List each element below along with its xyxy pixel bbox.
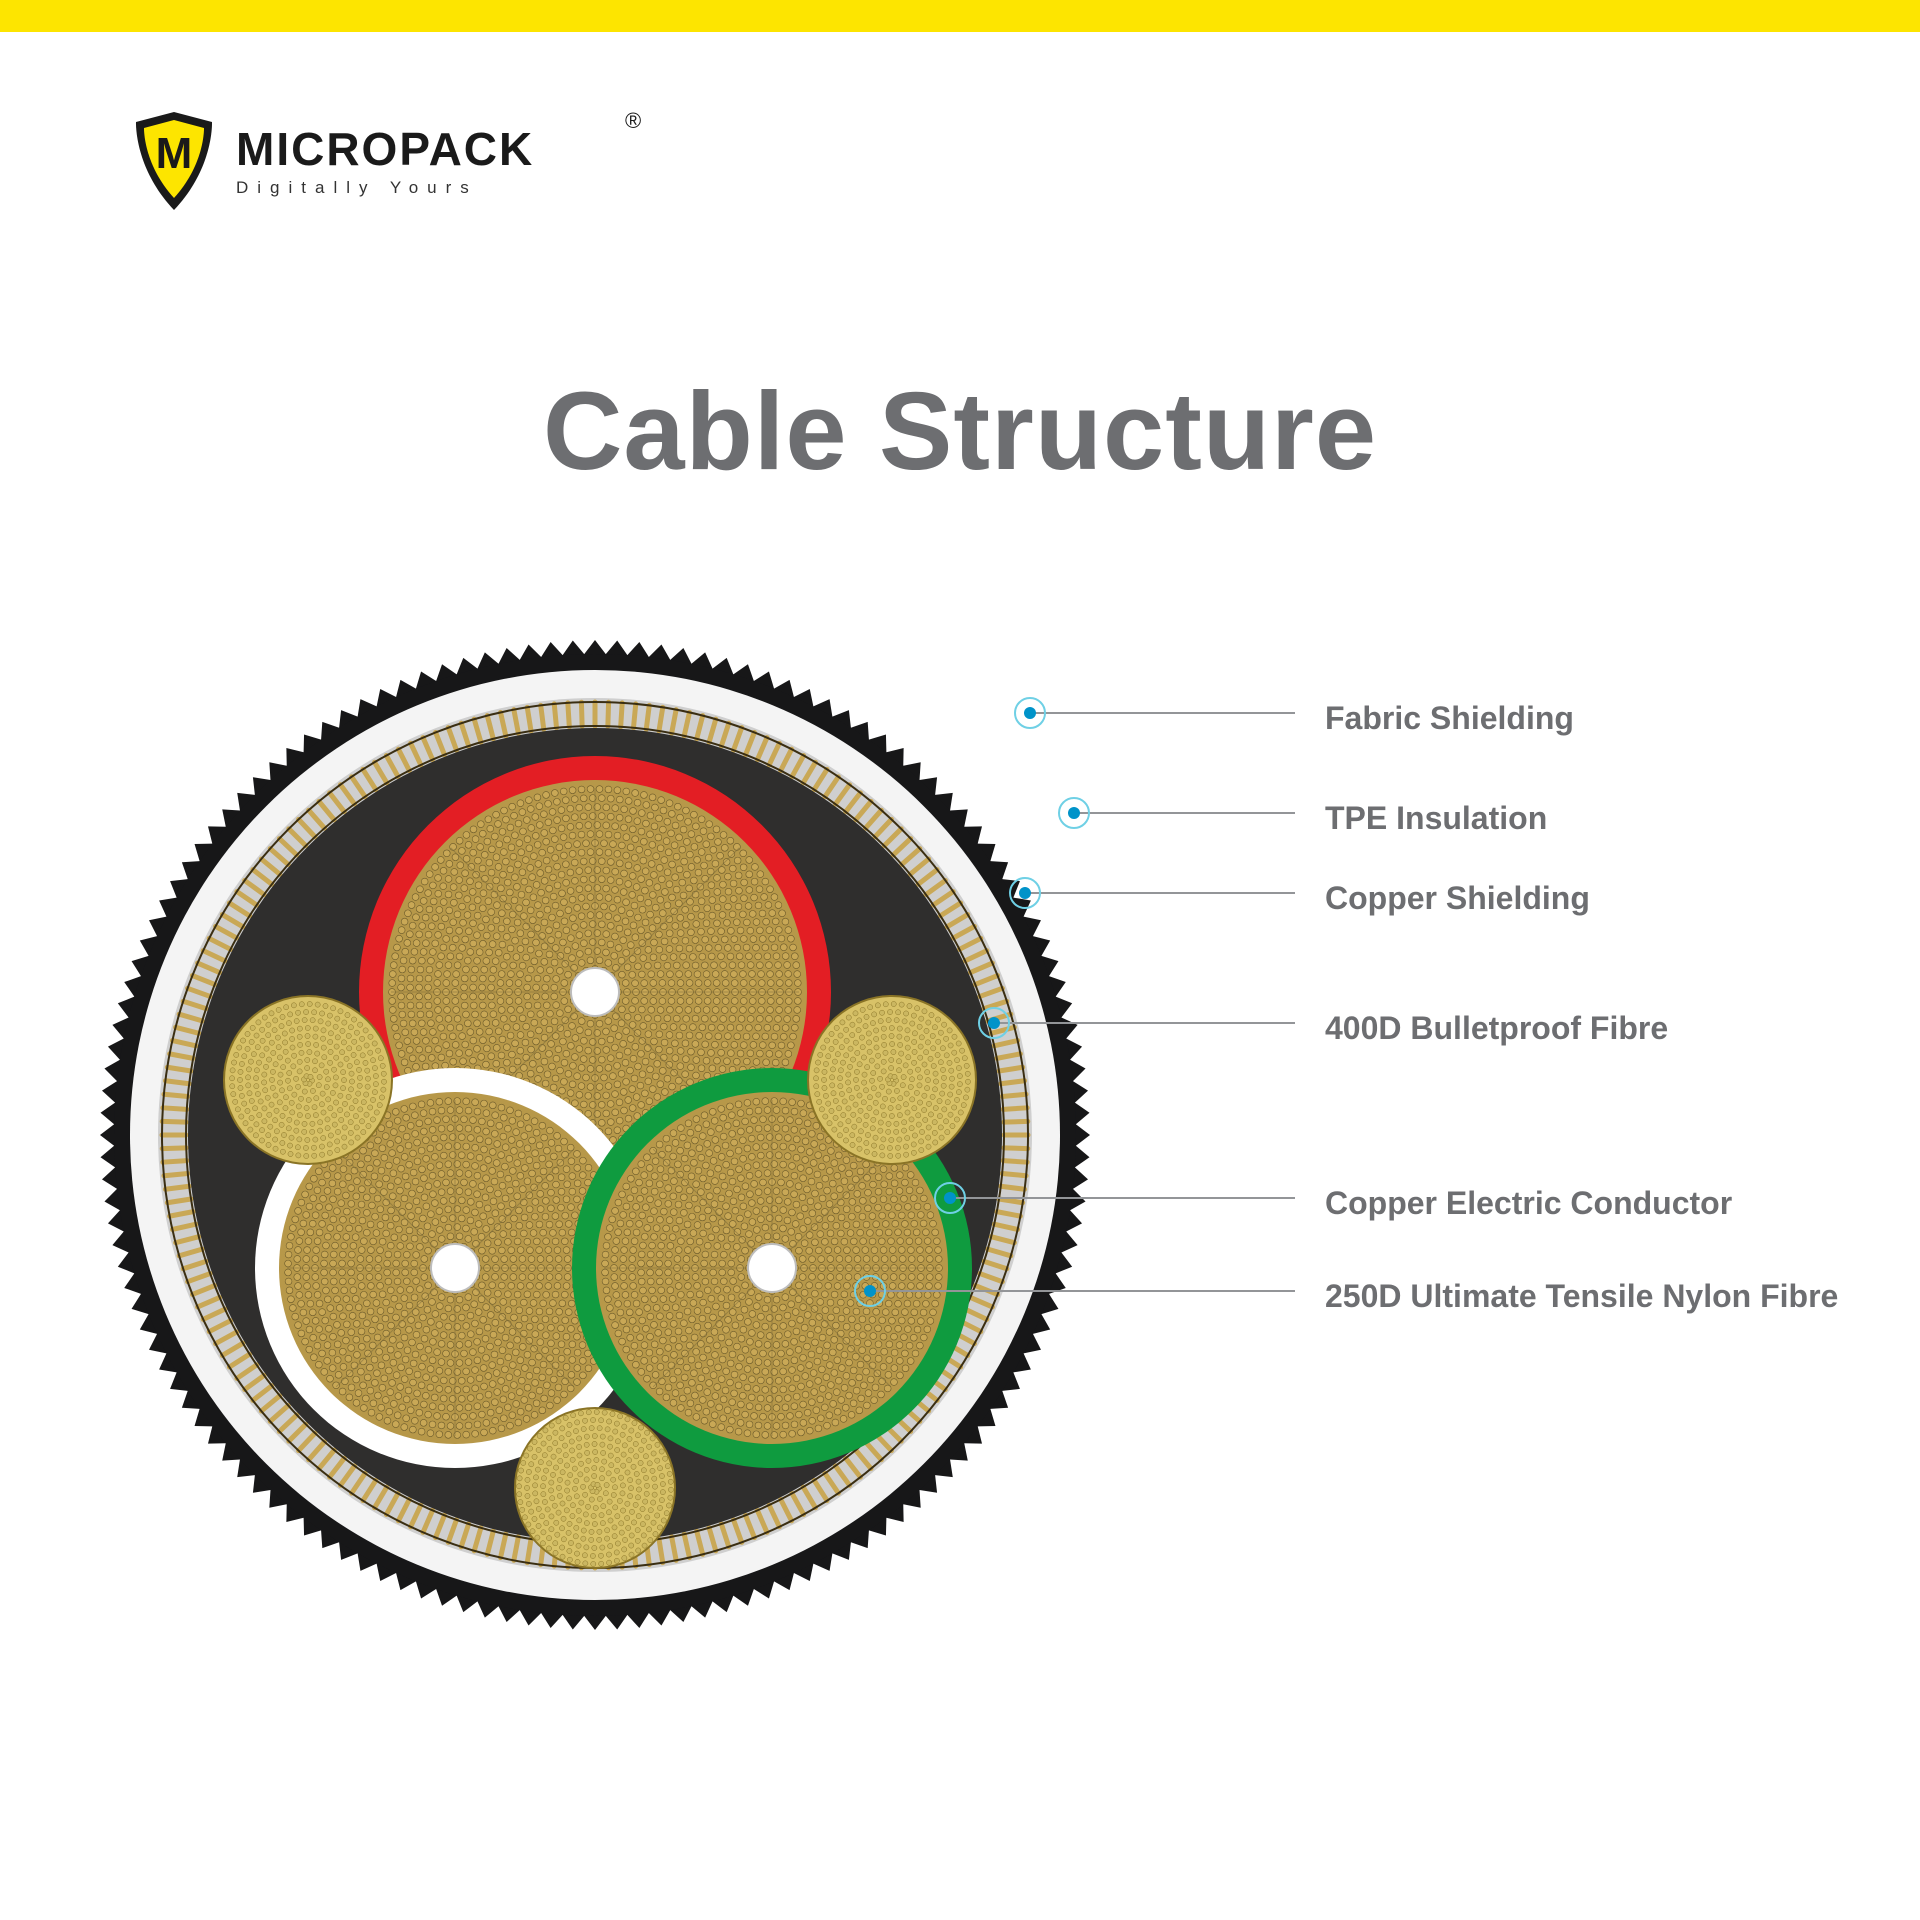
brand-shield-icon: M xyxy=(130,110,218,214)
page-title: Cable Structure xyxy=(0,368,1920,495)
callout-target-dot xyxy=(864,1285,876,1297)
callout-target-dot xyxy=(1024,707,1036,719)
callout-line xyxy=(1074,812,1295,814)
diagram-label: Copper Electric Conductor xyxy=(1325,1185,1732,1222)
callout-target-dot xyxy=(1019,887,1031,899)
diagram-label: 400D Bulletproof Fibre xyxy=(1325,1010,1668,1047)
diagram-label: TPE Insulation xyxy=(1325,800,1547,837)
callout-line xyxy=(1030,712,1295,714)
registered-mark: ® xyxy=(625,108,641,134)
callout-line xyxy=(870,1290,1295,1292)
callout-target-dot xyxy=(1068,807,1080,819)
callout-line xyxy=(994,1022,1295,1024)
callout-line xyxy=(950,1197,1295,1199)
brand-logo: M MICROPACK Digitally Yours xyxy=(130,110,534,214)
brand-tagline: Digitally Yours xyxy=(236,178,534,198)
brand-name: MICROPACK xyxy=(236,126,534,172)
top-accent-bar xyxy=(0,0,1920,32)
diagram-label: 250D Ultimate Tensile Nylon Fibre xyxy=(1325,1278,1838,1315)
cable-diagram xyxy=(100,640,1090,1630)
diagram-label: Fabric Shielding xyxy=(1325,700,1574,737)
callout-target-dot xyxy=(988,1017,1000,1029)
svg-text:M: M xyxy=(156,129,193,178)
callout-line xyxy=(1025,892,1295,894)
diagram-label: Copper Shielding xyxy=(1325,880,1590,917)
callout-target-dot xyxy=(944,1192,956,1204)
